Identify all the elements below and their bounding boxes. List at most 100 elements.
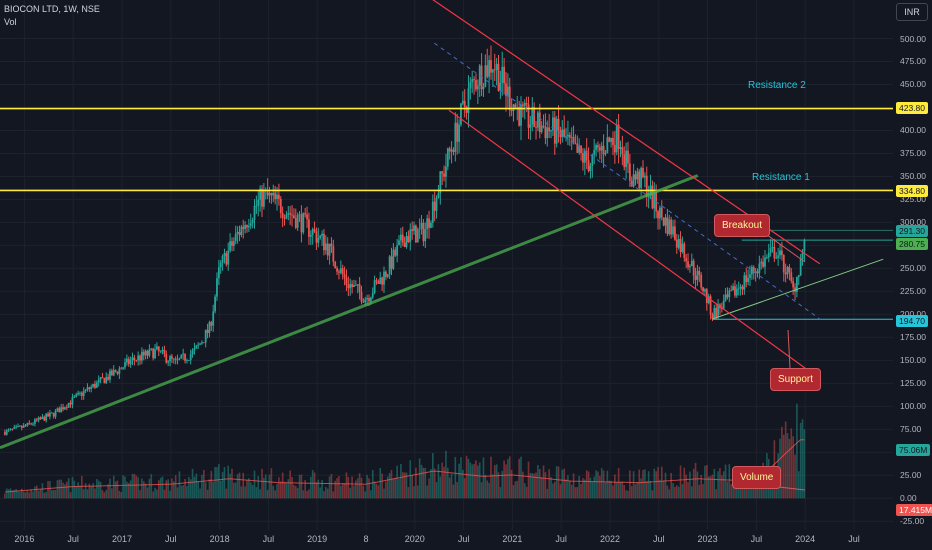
rising-trendline xyxy=(0,174,699,450)
candle xyxy=(683,243,686,258)
candle xyxy=(666,217,669,234)
candle xyxy=(289,213,292,215)
y-tick-label: 475.00 xyxy=(900,56,926,67)
candle xyxy=(625,150,628,168)
volume-bar xyxy=(677,486,680,499)
candle xyxy=(533,107,536,127)
volume-bar xyxy=(370,490,372,499)
volume-bar xyxy=(35,485,38,499)
x-tick-label: Jul xyxy=(555,534,567,544)
candle xyxy=(668,219,671,234)
volume-bar xyxy=(240,486,243,499)
candle xyxy=(574,143,577,145)
candle xyxy=(437,193,440,198)
candle xyxy=(662,217,665,226)
volume-bar xyxy=(180,485,183,499)
volume-bar xyxy=(437,464,440,499)
volume-bar xyxy=(602,470,605,499)
candle xyxy=(788,267,791,273)
candle xyxy=(737,288,740,290)
candle xyxy=(467,88,470,113)
candle xyxy=(516,106,519,108)
candle xyxy=(105,376,108,384)
y-tick-label: 75.00 xyxy=(900,424,922,435)
volume-bar xyxy=(255,487,258,499)
volume-bar xyxy=(569,480,571,499)
volume-bar xyxy=(580,483,582,499)
candle xyxy=(124,362,126,368)
volume-bar xyxy=(24,492,27,499)
candle xyxy=(167,361,170,363)
volume-bar xyxy=(150,474,153,499)
candle xyxy=(315,231,318,243)
candle xyxy=(784,272,787,275)
volume-bar xyxy=(462,469,464,499)
candle xyxy=(112,370,115,376)
volume-bar xyxy=(58,479,61,499)
volume-bar xyxy=(289,470,291,499)
candle xyxy=(769,248,772,253)
candle xyxy=(187,360,190,361)
candle xyxy=(317,238,320,243)
candle xyxy=(172,358,175,360)
candle xyxy=(675,239,678,248)
candle xyxy=(84,389,87,391)
currency-selector[interactable]: INR xyxy=(896,3,928,21)
volume-bar xyxy=(227,465,230,499)
y-tick-label: 225.00 xyxy=(900,286,926,297)
volume-bar xyxy=(786,433,789,499)
volume-bar xyxy=(278,477,280,499)
candle xyxy=(22,425,25,428)
x-tick-label: 2018 xyxy=(209,534,230,544)
volume-bar xyxy=(612,485,614,499)
candle xyxy=(491,69,494,73)
candle xyxy=(103,378,106,384)
candle xyxy=(416,229,419,243)
candle xyxy=(463,100,466,108)
volume-bar xyxy=(64,484,66,499)
candle xyxy=(521,104,524,107)
candle xyxy=(797,275,800,278)
candle xyxy=(88,387,91,390)
volume-bar xyxy=(679,465,682,499)
volume-bar xyxy=(672,483,674,499)
volume-bar xyxy=(642,470,644,499)
candle xyxy=(277,194,280,199)
candle xyxy=(552,117,554,131)
volume-bar xyxy=(503,460,505,499)
volume-bar xyxy=(681,484,684,499)
volume-bar xyxy=(587,471,590,499)
volume-bar xyxy=(349,487,352,499)
candle xyxy=(45,413,48,421)
volume-bar xyxy=(713,468,716,499)
candle xyxy=(711,314,714,319)
candle xyxy=(441,171,444,174)
volume-bar xyxy=(711,474,714,499)
candle xyxy=(446,148,449,167)
volume-bar xyxy=(264,474,267,499)
candle xyxy=(82,390,85,396)
volume-bar xyxy=(208,479,211,499)
volume-bar xyxy=(17,491,19,499)
candle xyxy=(623,154,626,168)
volume-bar xyxy=(22,491,25,499)
volume-bar xyxy=(174,475,177,499)
candle xyxy=(368,298,370,302)
candle xyxy=(304,213,307,215)
volume-bar xyxy=(90,486,93,499)
candle xyxy=(734,286,736,296)
volume-bar xyxy=(124,476,126,499)
volume-bar xyxy=(700,474,702,499)
candle xyxy=(137,355,140,361)
candle xyxy=(246,225,248,228)
volume-bar xyxy=(512,485,515,499)
volume-bar xyxy=(788,438,791,499)
volume-bar xyxy=(238,472,241,499)
volume-bar xyxy=(510,469,513,499)
candle xyxy=(118,368,121,374)
candle xyxy=(497,63,500,91)
candle xyxy=(471,79,474,83)
candle xyxy=(745,275,748,282)
volume-bar xyxy=(49,481,51,499)
